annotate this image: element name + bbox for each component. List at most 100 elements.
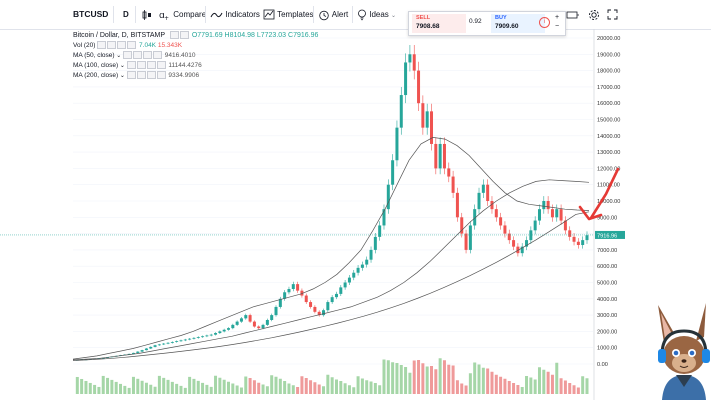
candle-body [455, 192, 459, 218]
volume-label: Vol (20) [73, 42, 96, 49]
candle-body [581, 240, 585, 246]
volume-bar [278, 378, 282, 394]
price-axis-label: 1000.00 [597, 346, 617, 352]
candle-body [516, 246, 520, 254]
candle-body [136, 351, 140, 353]
symbol-search[interactable]: BTCUSD [73, 9, 109, 19]
candle-body [386, 184, 390, 210]
volume-bar [382, 359, 386, 394]
sell-button[interactable]: SELL 7908.68 [412, 14, 466, 33]
volume-bar [499, 376, 503, 394]
alert-button[interactable]: Alert [318, 0, 348, 29]
volume-bar [347, 385, 351, 394]
candle-body [503, 225, 507, 234]
candle-body [520, 246, 524, 254]
volume-bar [555, 362, 559, 394]
candle-body [533, 220, 537, 231]
ma50-label: MA (50, close) [73, 52, 115, 59]
volume-bar [585, 378, 589, 394]
legend-buttons[interactable] [126, 61, 167, 70]
candle-body [330, 297, 334, 303]
volume-bar [114, 381, 118, 394]
volume-bar [494, 374, 498, 394]
volume-bar [252, 380, 256, 394]
volume-bar [239, 387, 243, 394]
volume-bar [157, 375, 161, 394]
ideas-button[interactable]: Ideas ⌄ [357, 0, 396, 29]
candle-body [317, 311, 321, 316]
interval-button[interactable]: D [123, 10, 129, 19]
candle-body [550, 209, 554, 218]
svg-text:+: + [164, 15, 169, 21]
legend-buttons[interactable] [97, 41, 137, 50]
candle-body [343, 282, 347, 288]
volume-bar [140, 380, 144, 394]
ma50-value: 9416.4010 [164, 52, 196, 59]
legend-buttons[interactable] [126, 71, 167, 80]
info-icon[interactable]: i [539, 17, 550, 28]
buy-price: 7909.60 [495, 23, 519, 30]
volume-bar [412, 360, 416, 394]
ohlc-high: H8104.98 [224, 32, 255, 39]
candle-body [563, 220, 567, 231]
candle-body [382, 209, 386, 226]
volume-bar [326, 374, 330, 394]
volume-bar [442, 360, 446, 394]
candle-body [205, 335, 209, 337]
candle-body [162, 343, 166, 345]
sell-label: SELL [416, 15, 431, 21]
volume-bar [235, 385, 239, 394]
settings-button[interactable] [588, 0, 600, 29]
candle-body [542, 201, 546, 210]
volume-bar [425, 366, 429, 394]
eye-icon[interactable] [169, 31, 179, 40]
settings-icon[interactable] [179, 31, 189, 40]
candle-body [144, 348, 148, 351]
annotation-arrow-shaft [589, 167, 620, 220]
candle-body [490, 201, 494, 210]
volume-bar [119, 383, 123, 394]
price-axis-label: 12000.00 [597, 166, 620, 172]
indicators-button[interactable]: Indicators [210, 0, 260, 29]
candle-body [408, 54, 412, 63]
volume-bar [373, 383, 377, 394]
volume-bar [568, 383, 572, 394]
volume-bar [106, 377, 110, 394]
volume-bar [417, 360, 421, 394]
volume-bar [84, 380, 88, 394]
candle-body [468, 225, 472, 250]
price-axis-label: 0.00 [597, 362, 608, 368]
buy-button[interactable]: BUY 7909.60 [491, 14, 545, 33]
candle-body [481, 184, 485, 193]
candle-body [555, 209, 559, 218]
legend-buttons[interactable] [169, 31, 192, 40]
templates-button[interactable]: Templates [263, 0, 314, 29]
layout-button[interactable] [566, 0, 580, 29]
fullscreen-button[interactable] [607, 0, 618, 29]
candle-body [460, 217, 464, 234]
legend-buttons[interactable] [122, 51, 163, 60]
candle-body [304, 295, 308, 303]
volume-bar [283, 381, 287, 394]
candle-body [365, 259, 369, 265]
compare-icon: ɑ + [159, 11, 169, 22]
volume-bar [313, 382, 317, 394]
chart-type-button[interactable] [142, 0, 152, 29]
volume-bar [477, 364, 481, 394]
quantity-stepper[interactable]: + − [555, 14, 560, 30]
candle-body [175, 341, 179, 342]
volume-bar [507, 381, 511, 394]
compare-button[interactable]: ɑ + Compare [159, 0, 206, 29]
candle-body [412, 54, 416, 71]
volume-bar [460, 383, 464, 394]
candle-body [417, 70, 421, 104]
price-chart[interactable]: 20000.00 19000.00 18000.00 17000.00 16000.00… [0, 29, 711, 400]
price-axis-label: 4000.00 [597, 297, 617, 303]
ideas-label: Ideas [369, 10, 389, 19]
volume-bar [265, 386, 269, 394]
alert-label: Alert [331, 10, 349, 19]
candle-body [546, 201, 550, 210]
candle-body [313, 306, 317, 312]
ma50-line [72, 137, 590, 360]
candle-body [291, 284, 295, 290]
